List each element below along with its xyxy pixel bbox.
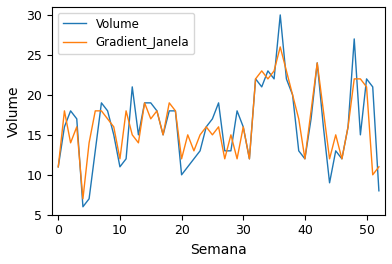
- Line: Volume: Volume: [58, 15, 379, 207]
- Volume: [278, 13, 283, 17]
- Volume: [272, 77, 276, 81]
- Y-axis label: Volume: Volume: [7, 85, 21, 136]
- Volume: [149, 101, 153, 105]
- Volume: [253, 77, 258, 81]
- Gradient_Janela: [81, 197, 85, 200]
- Volume: [56, 165, 61, 168]
- Gradient_Janela: [278, 45, 283, 49]
- Volume: [315, 61, 319, 64]
- Gradient_Janela: [247, 157, 252, 161]
- Volume: [265, 69, 270, 73]
- Gradient_Janela: [272, 69, 276, 73]
- Gradient_Janela: [253, 77, 258, 81]
- Line: Gradient_Janela: Gradient_Janela: [58, 47, 379, 199]
- Volume: [377, 189, 381, 192]
- Gradient_Janela: [377, 165, 381, 168]
- Gradient_Janela: [315, 61, 319, 64]
- Legend: Volume, Gradient_Janela: Volume, Gradient_Janela: [58, 13, 194, 54]
- Gradient_Janela: [265, 77, 270, 81]
- Gradient_Janela: [56, 165, 61, 168]
- Gradient_Janela: [149, 117, 153, 120]
- Volume: [247, 157, 252, 161]
- Volume: [81, 205, 85, 208]
- X-axis label: Semana: Semana: [190, 243, 247, 257]
